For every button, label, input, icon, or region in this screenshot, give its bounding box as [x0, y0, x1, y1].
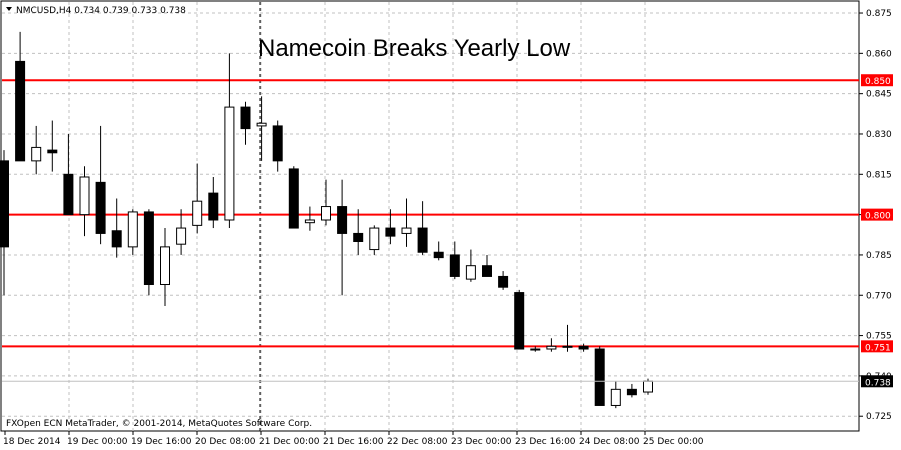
- grid: [2, 2, 859, 431]
- candle-body-bullish: [530, 348, 541, 351]
- level-label-bg: [861, 208, 893, 221]
- candle-body-bearish: [385, 227, 396, 237]
- x-tick-label: 21 Dec 00:00: [259, 437, 320, 447]
- x-tick-label: 20 Dec 08:00: [195, 437, 256, 447]
- candle-body-bullish: [610, 388, 621, 406]
- candle-body-bullish: [79, 176, 90, 216]
- candle-body-bearish: [353, 232, 364, 242]
- y-tick-label: 0.860: [866, 49, 892, 59]
- candle-body-bearish: [15, 60, 26, 162]
- candle-body-bearish: [433, 251, 444, 259]
- candle-body-bearish: [514, 292, 525, 350]
- candle-body-bearish: [272, 125, 283, 162]
- candle-body-bearish: [482, 265, 492, 277]
- candle-body-bearish: [449, 254, 460, 277]
- level-label: 0.850: [865, 77, 891, 87]
- candle-body-bearish: [626, 388, 637, 396]
- candle-body-bullish: [192, 200, 203, 226]
- y-tick-label: 0.875: [866, 9, 892, 19]
- level-label: 0.800: [865, 212, 891, 222]
- candle-body-bullish: [369, 227, 380, 251]
- candle-body-bearish: [111, 230, 122, 248]
- y-tick-label: 0.815: [866, 170, 892, 180]
- y-tick-label: 0.845: [866, 90, 892, 100]
- candle-body-bearish: [498, 275, 509, 288]
- candle-body-bullish: [160, 246, 170, 286]
- y-tick-label: 0.830: [866, 130, 892, 140]
- candle-body-bullish: [321, 206, 331, 221]
- candle-body-bearish: [337, 206, 348, 234]
- candle-body-bearish: [240, 106, 251, 130]
- chart-menu-triangle-icon[interactable]: [6, 7, 12, 11]
- x-tick-label: 23 Dec 16:00: [515, 437, 576, 447]
- copyright-text: FXOpen ECN MetaTrader, © 2001-2014, Meta…: [6, 419, 312, 429]
- candle-body-bearish: [288, 168, 299, 229]
- x-tick-label: 24 Dec 08:00: [579, 437, 640, 447]
- symbol-info: NMCUSD,H4 0.734 0.739 0.733 0.738: [16, 6, 186, 16]
- y-tick-label: 0.770: [866, 291, 892, 301]
- candle-body-bearish: [143, 211, 154, 286]
- candle-body-bearish: [578, 345, 589, 350]
- candle-body-bullish: [546, 345, 557, 350]
- candle-body-bullish: [643, 380, 653, 393]
- x-tick-label: 18 Dec 2014: [3, 437, 61, 447]
- level-label-bg: [861, 340, 893, 353]
- current-price-label: 0.738: [865, 378, 891, 388]
- level-label-bg: [861, 74, 893, 87]
- current-price-bg: [861, 375, 893, 388]
- candle-body-bullish: [127, 211, 138, 248]
- candle-body-bullish: [401, 227, 412, 234]
- candle-body-bullish: [304, 219, 315, 224]
- level-label: 0.751: [865, 343, 891, 353]
- y-tick-label: 0.755: [866, 332, 892, 342]
- candle-body-bearish: [417, 227, 428, 253]
- chart-title: Namecoin Breaks Yearly Low: [258, 35, 571, 62]
- candle-body-bullish: [562, 345, 573, 348]
- candle-body-bullish: [256, 122, 267, 127]
- x-tick-label: 19 Dec 16:00: [131, 437, 192, 447]
- x-tick-label: 22 Dec 08:00: [387, 437, 448, 447]
- candle-body-bearish: [208, 192, 219, 221]
- x-tick-label: 19 Dec 00:00: [67, 437, 128, 447]
- candle-body-bullish: [176, 227, 187, 245]
- y-tick-label: 0.785: [866, 251, 892, 261]
- candle-body-bullish: [224, 106, 235, 221]
- candle-body-bullish: [465, 265, 476, 280]
- y-tick-label: 0.725: [866, 412, 892, 422]
- x-tick-label: 23 Dec 00:00: [451, 437, 512, 447]
- candle-body-bearish: [594, 348, 605, 406]
- candle-body-bearish: [0, 160, 9, 248]
- x-tick-label: 21 Dec 16:00: [323, 437, 384, 447]
- candles: [0, 31, 653, 409]
- horizontal-levels[interactable]: 0.850 0.800 0.751: [2, 74, 893, 353]
- candle-body-bearish: [63, 173, 74, 216]
- candle-body-bearish: [95, 181, 106, 234]
- x-tick-label: 25 Dec 00:00: [643, 437, 704, 447]
- candle-body-bullish: [31, 146, 42, 162]
- candle-body-bearish: [47, 149, 58, 154]
- x-axis-labels: 18 Dec 2014 19 Dec 00:00 19 Dec 16:00 20 De…: [3, 431, 704, 447]
- current-price-marker: 0.738: [2, 375, 893, 388]
